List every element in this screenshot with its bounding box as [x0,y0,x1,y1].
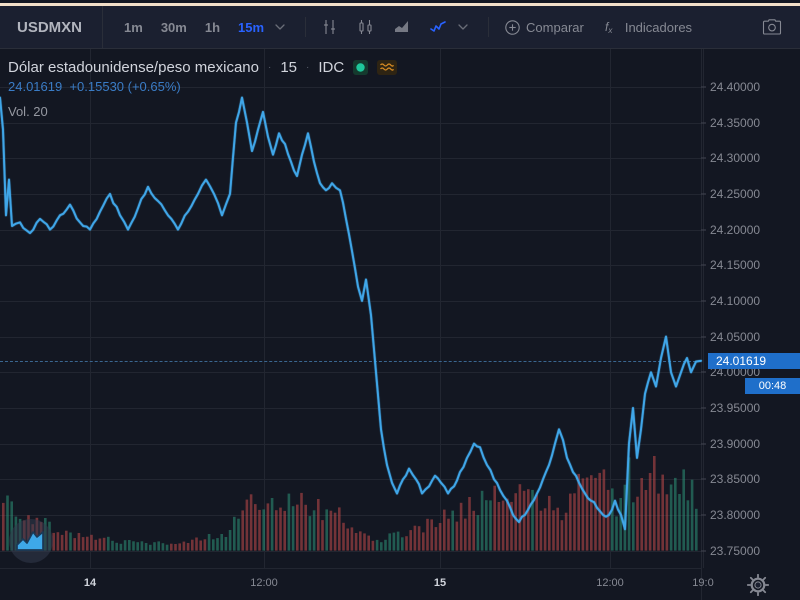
svg-text:fx: fx [605,20,613,35]
